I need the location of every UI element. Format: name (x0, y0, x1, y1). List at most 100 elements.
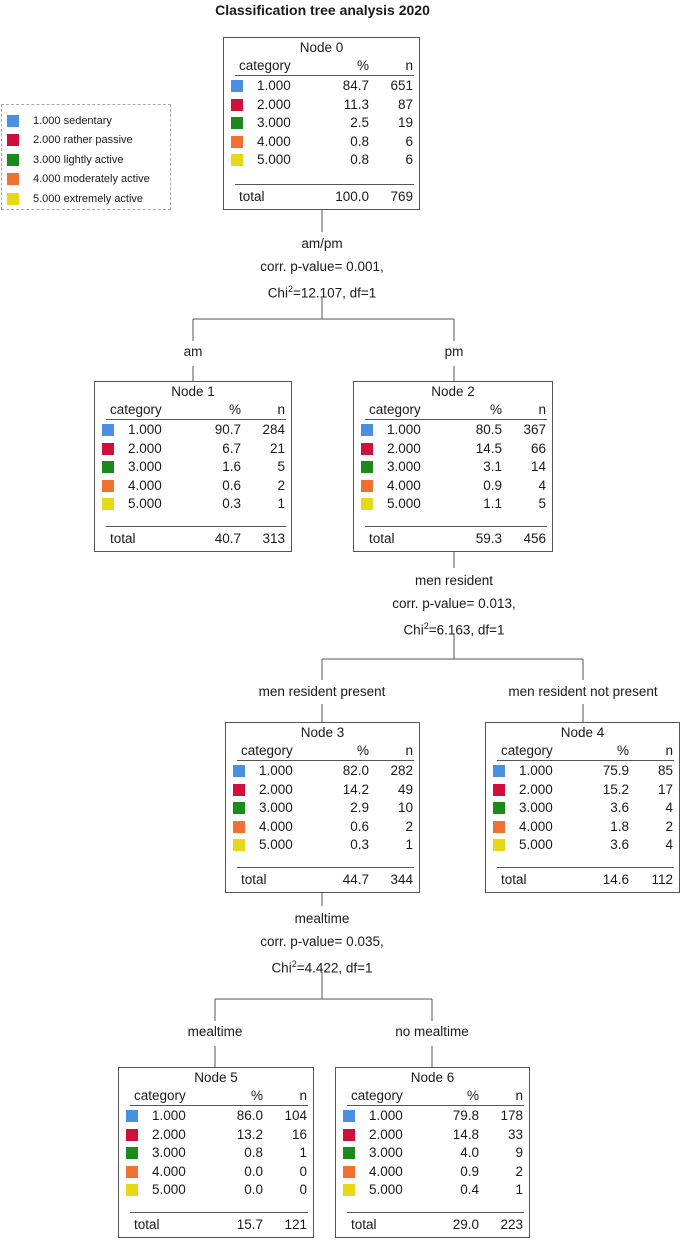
legend-swatch (7, 173, 19, 186)
pct-value: 0.8 (244, 1145, 263, 1160)
category-value: 4.000 (257, 133, 291, 149)
table-row: 5.000 0.8 6 (224, 151, 419, 170)
node-5: Node 5 category % n 1.000 86.0 104 2.000 (118, 1067, 314, 1238)
category-swatch (233, 820, 245, 833)
total-row: total 40.7 313 (95, 530, 291, 548)
header-rule (347, 1105, 524, 1106)
n-value: 49 (397, 781, 413, 797)
category-value: 1.000 (257, 78, 291, 93)
table-row: 1.000 82.0 282 (226, 762, 419, 781)
category-swatch (126, 1128, 138, 1141)
col-category-header: category (241, 743, 293, 758)
category-value: 5.000 (257, 152, 291, 167)
n-value: 1 (277, 496, 285, 511)
col-pct-header: % (356, 743, 369, 758)
col-n-header: n (405, 743, 413, 758)
pct-value: 86.0 (236, 1108, 263, 1123)
legend-item-3: 3.000 lightly active (7, 150, 170, 170)
n-value: 2 (405, 818, 413, 834)
split-chi: Chi2=6.163, df=1 (403, 621, 505, 638)
split-chi: Chi2=4.422, df=1 (271, 959, 373, 976)
n-value: 5 (277, 459, 285, 474)
pct-value: 4.0 (460, 1145, 479, 1160)
table-row: 2.000 15.2 17 (486, 781, 679, 800)
branch-label-pm: pm (404, 344, 504, 359)
branch-label-men-resident-not-present: men resident not present (488, 684, 678, 699)
table-row: 1.000 86.0 104 (119, 1107, 313, 1126)
category-swatch (343, 1165, 355, 1178)
pct-value: 80.5 (475, 422, 502, 437)
category-swatch (102, 424, 114, 436)
node-6: Node 6 category % n 1.000 79.8 178 2.000 (335, 1067, 530, 1238)
total-row: total 44.7 344 (226, 871, 419, 889)
total-label: total (351, 1217, 377, 1232)
category-swatch (126, 1184, 138, 1196)
n-value: 2 (665, 818, 673, 834)
total-n: 344 (390, 872, 413, 887)
total-n: 769 (390, 189, 413, 204)
n-value: 1 (405, 837, 413, 852)
table-row: 4.000 0.6 2 (226, 818, 419, 837)
category-swatch (361, 498, 373, 510)
pct-value: 2.9 (350, 800, 369, 815)
header-rule (235, 75, 414, 76)
total-pct: 14.6 (602, 872, 629, 887)
category-value: 4.000 (259, 818, 293, 834)
category-swatch (343, 1184, 355, 1196)
col-pct-header: % (616, 743, 629, 758)
total-rule (235, 184, 414, 185)
col-n-header: n (405, 58, 413, 73)
category-value: 5.000 (152, 1182, 186, 1197)
n-value: 0 (299, 1182, 307, 1197)
table-row: 3.000 0.8 1 (119, 1144, 313, 1163)
n-value: 66 (530, 440, 546, 456)
total-row: total 14.6 112 (486, 871, 679, 889)
pct-value: 13.2 (236, 1126, 263, 1142)
col-pct-header: % (466, 1088, 479, 1103)
header-rule (237, 760, 414, 761)
table-row: 1.000 79.8 178 (336, 1107, 529, 1126)
pct-value: 1.6 (222, 459, 241, 474)
branch-label-men-resident-present: men resident present (222, 684, 422, 699)
total-rule (237, 867, 414, 868)
col-n-header: n (277, 402, 285, 417)
node-header: category % n (224, 57, 419, 75)
pct-value: 3.1 (483, 459, 502, 474)
n-value: 0 (299, 1163, 307, 1179)
branch-label-mealtime: mealtime (165, 1024, 265, 1039)
category-value: 3.000 (259, 800, 293, 815)
table-row: 5.000 1.1 5 (354, 495, 552, 514)
legend-label: 5.000 extremely active (33, 192, 144, 205)
pct-value: 82.0 (342, 763, 369, 778)
header-rule (130, 1105, 308, 1106)
total-row: total 100.0 769 (224, 188, 419, 206)
split-variable: men resident (414, 573, 494, 588)
category-swatch (343, 1128, 355, 1141)
total-label: total (110, 531, 136, 546)
legend-label: 3.000 lightly active (33, 153, 124, 166)
total-row: total 15.7 121 (119, 1216, 313, 1234)
category-swatch (361, 424, 373, 436)
node-0: Node 0 category % n 1.000 84.7 651 2.000 (223, 37, 420, 210)
table-row: 4.000 0.0 0 (119, 1163, 313, 1182)
node-header: category % n (486, 742, 679, 760)
legend-swatch (7, 134, 19, 147)
table-row: 3.000 3.1 14 (354, 458, 552, 477)
table-row: 2.000 6.7 21 (95, 440, 291, 459)
total-rule (365, 526, 547, 527)
col-pct-header: % (489, 402, 502, 417)
total-label: total (134, 1217, 160, 1232)
total-n: 456 (523, 531, 546, 546)
col-category-header: category (239, 58, 291, 73)
n-value: 16 (291, 1126, 307, 1142)
category-value: 2.000 (257, 96, 291, 112)
category-swatch (233, 802, 245, 814)
col-n-header: n (665, 743, 673, 758)
col-n-header: n (538, 402, 546, 417)
pct-value: 3.6 (610, 800, 629, 815)
legend-swatch (7, 114, 19, 127)
category-swatch (343, 1110, 355, 1122)
pct-value: 79.8 (452, 1108, 479, 1123)
category-value: 3.000 (387, 459, 421, 474)
